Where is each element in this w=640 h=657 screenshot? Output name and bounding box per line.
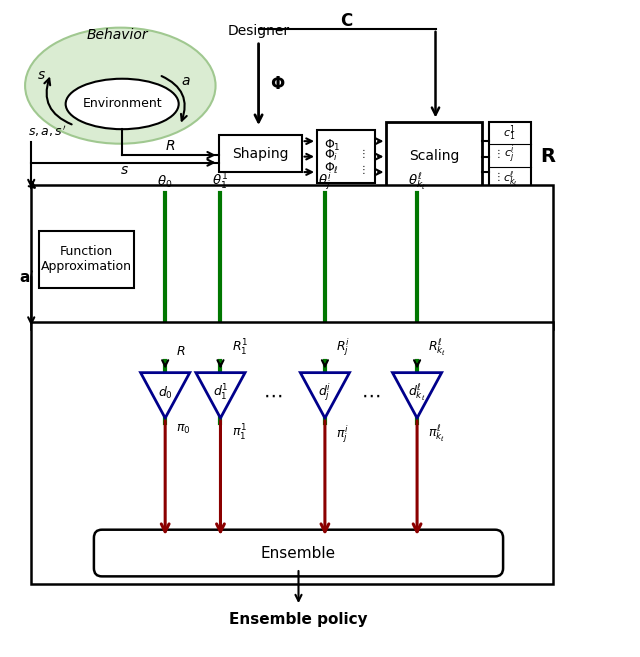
Text: $\theta_1^1$: $\theta_1^1$ (212, 171, 228, 192)
Text: Designer: Designer (227, 24, 290, 38)
Polygon shape (392, 373, 442, 418)
Text: $\pi_{k_\ell}^\ell$: $\pi_{k_\ell}^\ell$ (428, 423, 445, 444)
Bar (387, 122, 481, 191)
Text: $\vdots$: $\vdots$ (358, 163, 365, 176)
Ellipse shape (25, 28, 216, 144)
Text: $c_{k_\ell}^\ell$: $c_{k_\ell}^\ell$ (502, 170, 517, 189)
Text: $d_0$: $d_0$ (157, 384, 173, 401)
Text: $c_1^1$: $c_1^1$ (504, 123, 516, 143)
Text: $R_j^i$: $R_j^i$ (336, 336, 350, 357)
Text: $R_1^1$: $R_1^1$ (232, 338, 248, 357)
Text: Behavior: Behavior (86, 28, 148, 42)
Text: $d_{k_\ell}^\ell$: $d_{k_\ell}^\ell$ (408, 382, 426, 403)
Text: $\mathbf{R}$: $\mathbf{R}$ (540, 147, 557, 166)
Polygon shape (196, 373, 245, 418)
Text: $d_1^1$: $d_1^1$ (212, 382, 228, 403)
Text: $\Phi_i$: $\Phi_i$ (324, 148, 339, 163)
Polygon shape (141, 373, 189, 418)
Text: $\theta_0$: $\theta_0$ (157, 173, 173, 190)
Text: $R_{k_\ell}^\ell$: $R_{k_\ell}^\ell$ (428, 336, 446, 357)
Text: $\cdots$: $\cdots$ (362, 386, 381, 405)
Text: $\Phi_1$: $\Phi_1$ (324, 138, 341, 153)
Text: $d_j^i$: $d_j^i$ (318, 382, 332, 403)
Text: $\Phi_\ell$: $\Phi_\ell$ (324, 161, 339, 176)
Bar (38, 231, 134, 288)
Text: $\pi_j^i$: $\pi_j^i$ (336, 423, 348, 445)
Text: $R$: $R$ (176, 344, 186, 357)
Polygon shape (300, 373, 349, 418)
Bar (31, 322, 554, 584)
Text: Function
Approximation: Function Approximation (41, 245, 132, 273)
Text: $c_j^i$: $c_j^i$ (504, 144, 515, 166)
Text: $s$: $s$ (120, 163, 129, 177)
Text: $\pi_0$: $\pi_0$ (176, 423, 191, 436)
Text: $s, a, s'$: $s, a, s'$ (28, 124, 67, 139)
Text: Ensemble: Ensemble (261, 545, 336, 560)
Bar (219, 135, 301, 172)
Text: Shaping: Shaping (232, 147, 289, 161)
Bar (31, 185, 554, 328)
Text: $\theta_{k_\ell}^\ell$: $\theta_{k_\ell}^\ell$ (408, 171, 426, 192)
Text: $\pi_1^1$: $\pi_1^1$ (232, 423, 246, 443)
Text: $\vdots$: $\vdots$ (493, 170, 500, 183)
Text: $\cdots$: $\cdots$ (263, 386, 282, 405)
Text: $R$: $R$ (165, 139, 175, 153)
Text: $a$: $a$ (181, 74, 191, 88)
Text: Scaling: Scaling (409, 149, 459, 164)
Text: Ensemble policy: Ensemble policy (229, 612, 368, 627)
Text: Environment: Environment (83, 97, 162, 110)
Text: $\vdots$: $\vdots$ (358, 147, 365, 160)
Text: $\theta_j^i$: $\theta_j^i$ (318, 171, 332, 193)
Ellipse shape (66, 79, 179, 129)
FancyBboxPatch shape (94, 530, 503, 576)
Bar (317, 130, 375, 183)
Text: $\vdots$: $\vdots$ (493, 147, 500, 160)
Text: $\mathbf{a}'$: $\mathbf{a}'$ (19, 270, 34, 286)
Text: $\mathbf{\Phi}$: $\mathbf{\Phi}$ (269, 76, 285, 93)
Text: $s$: $s$ (36, 68, 45, 82)
Text: $\mathbf{C}$: $\mathbf{C}$ (340, 12, 354, 30)
Bar (489, 122, 531, 191)
